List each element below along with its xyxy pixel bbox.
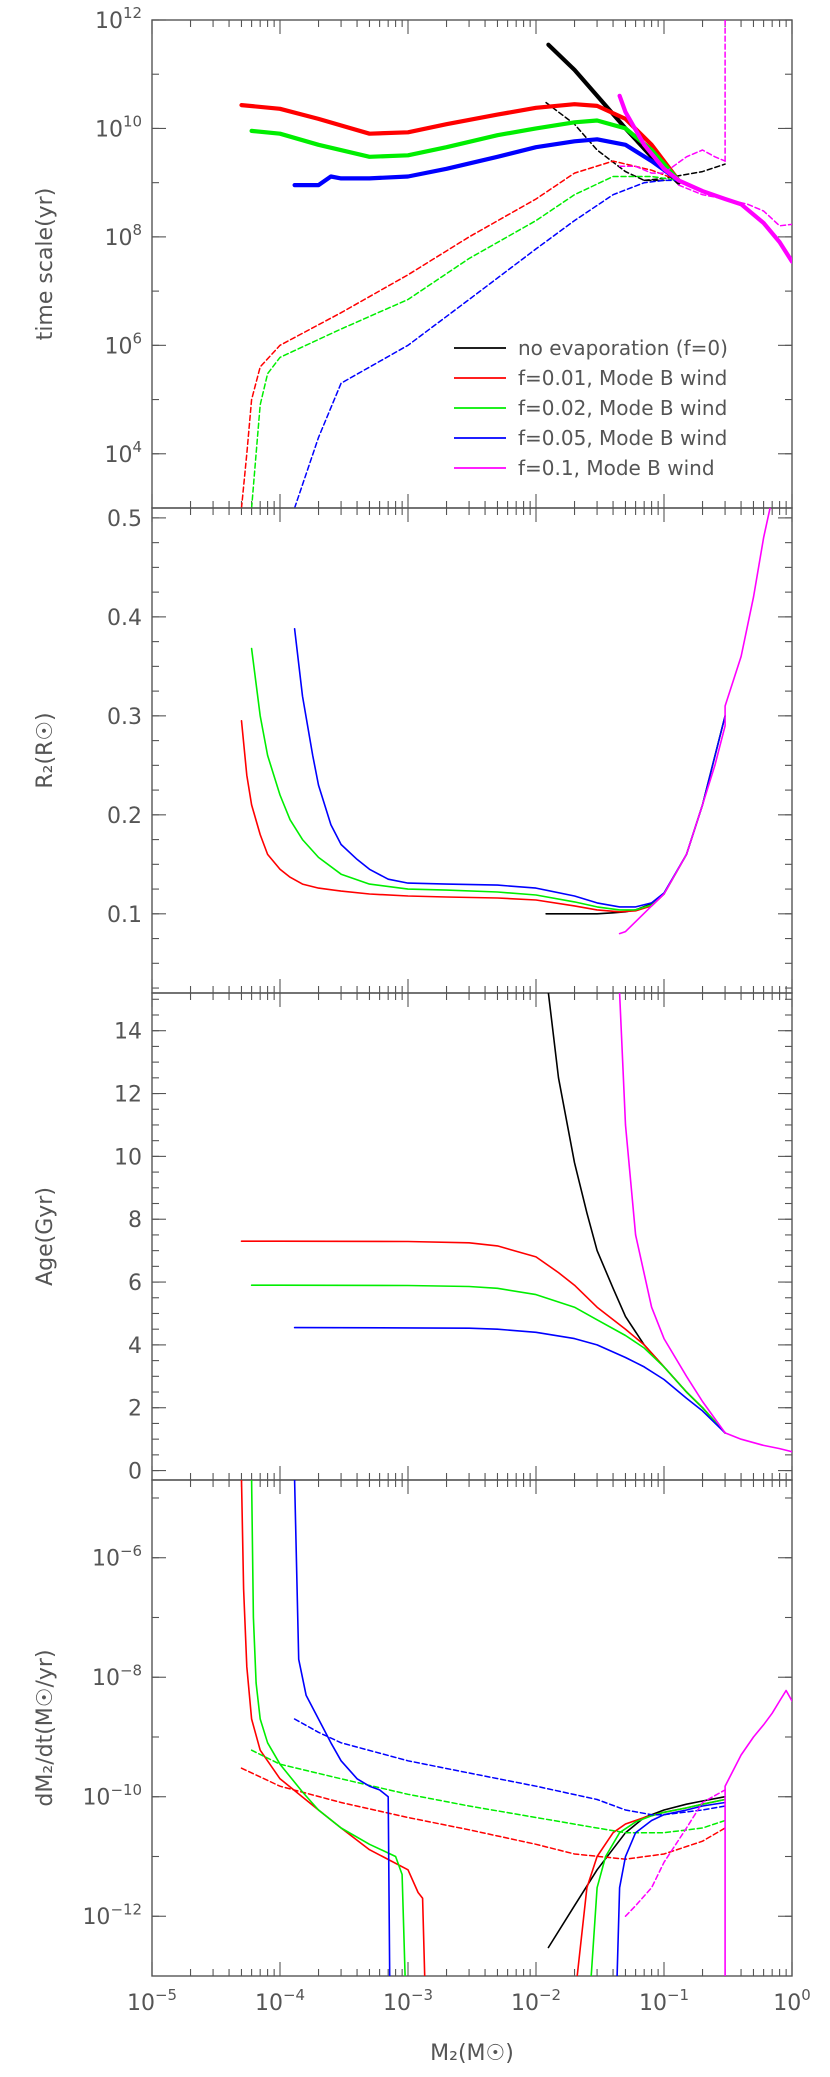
y-tick-label: 10−8: [92, 1661, 142, 1691]
series-line: [293, 627, 726, 908]
series-group: [240, 508, 771, 935]
y-tick-label: 10−12: [82, 1900, 142, 1930]
x-tick-label: 10−4: [255, 1986, 305, 2016]
y-tick-label: 10−10: [82, 1781, 142, 1811]
series-line: [293, 1718, 726, 1816]
series-line: [618, 993, 792, 1453]
series-line: [293, 1480, 391, 1976]
series-line: [250, 175, 680, 508]
series-line: [677, 184, 792, 227]
y-tick-label: 0.4: [107, 606, 142, 631]
x-tick-label: 100: [773, 1986, 811, 2016]
y-tick-label: 0.2: [107, 804, 142, 829]
plot-frame: [151, 1479, 793, 1977]
x-tick-label: 10−2: [511, 1986, 561, 2016]
series-line: [643, 163, 726, 182]
legend-label: no evaporation (f=0): [518, 336, 728, 360]
y-tick-label: 10−6: [92, 1542, 142, 1572]
series-line: [240, 715, 726, 913]
y-tick-label: 108: [104, 221, 142, 251]
series-line: [240, 1767, 726, 1860]
x-tick-label: 10−3: [383, 1986, 433, 2016]
y-tick-label: 0.5: [107, 507, 142, 532]
y-tick-label: 0.1: [107, 903, 142, 928]
series-line: [617, 93, 792, 264]
y-axis-label: R₂(R☉): [33, 712, 58, 788]
y-tick-label: 4: [128, 1334, 142, 1359]
y-tick-label: 0: [128, 1460, 142, 1485]
series-line: [590, 1798, 726, 1976]
series-group: [239, 20, 792, 508]
series-line: [292, 137, 681, 188]
y-axis-label: dM₂/dt(M☉/yr): [33, 1649, 58, 1806]
y-tick-label: 14: [114, 1020, 142, 1045]
y-tick-label: 2: [128, 1397, 142, 1422]
series-line: [618, 149, 726, 174]
legend: no evaporation (f=0) f=0.01, Mode B wind f…: [454, 336, 728, 480]
legend-label: f=0.05, Mode B wind: [518, 426, 727, 450]
x-tick-label: 10−5: [127, 1986, 177, 2016]
y-tick-label: 12: [114, 1083, 142, 1108]
series-line: [616, 1801, 726, 1976]
series-line: [240, 1480, 426, 1976]
series-line: [240, 1240, 726, 1434]
series-line: [250, 647, 726, 911]
series-line: [624, 1789, 726, 1917]
series-line: [250, 1284, 726, 1434]
series-line: [618, 508, 771, 935]
series-line: [250, 1749, 726, 1834]
series-line: [547, 993, 726, 1434]
legend-label: f=0.01, Mode B wind: [518, 366, 727, 390]
plot-frame: [151, 507, 793, 994]
series-line: [240, 160, 680, 508]
panel-time-scale: 104 106 108 1010 1012 time scale(yr): [33, 4, 793, 509]
series-line: [576, 1798, 726, 1976]
y-tick-label: 1010: [95, 113, 142, 143]
y-tick-label: 8: [128, 1208, 142, 1233]
x-tick-label: 10−1: [639, 1986, 689, 2016]
y-tick-label: 1012: [95, 4, 142, 34]
legend-label: f=0.1, Mode B wind: [518, 456, 715, 480]
legend-label: f=0.02, Mode B wind: [518, 396, 727, 420]
y-axis-label: time scale(yr): [33, 188, 58, 341]
y-tick-label: 106: [104, 329, 142, 359]
x-axis: 10−5 10−4 10−3 10−2 10−1 100 M₂(M☉): [127, 1986, 811, 2066]
panel-age: 0 2 4 6 8 10 12 14 Age(Gyr): [33, 992, 793, 1485]
y-tick-label: 0.3: [107, 705, 142, 730]
series-line: [239, 102, 681, 183]
series-line: [293, 179, 680, 508]
panel-mass-loss-rate: 10−12 10−10 10−8 10−6 dM₂/dt(M☉/yr): [33, 1479, 793, 1977]
series-line: [250, 1480, 406, 1976]
panel-radius: 0.1 0.2 0.3 0.4 0.5 R₂(R☉): [33, 507, 793, 994]
y-axis-label: Age(Gyr): [33, 1187, 58, 1286]
y-tick-label: 104: [104, 438, 142, 468]
y-tick-label: 10: [114, 1145, 142, 1170]
y-tick-label: 6: [128, 1271, 142, 1296]
series-line: [724, 1689, 792, 1976]
series-line: [249, 118, 681, 183]
series-group: [240, 993, 792, 1453]
x-axis-label: M₂(M☉): [430, 2041, 514, 2066]
series-line: [293, 1326, 726, 1434]
plot-frame: [151, 992, 793, 1481]
series-group: [240, 1480, 792, 1976]
